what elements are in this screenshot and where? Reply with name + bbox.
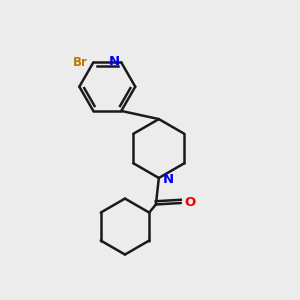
Text: N: N	[162, 173, 173, 186]
Text: O: O	[184, 196, 196, 209]
Text: N: N	[109, 56, 120, 68]
Text: Br: Br	[73, 56, 88, 69]
